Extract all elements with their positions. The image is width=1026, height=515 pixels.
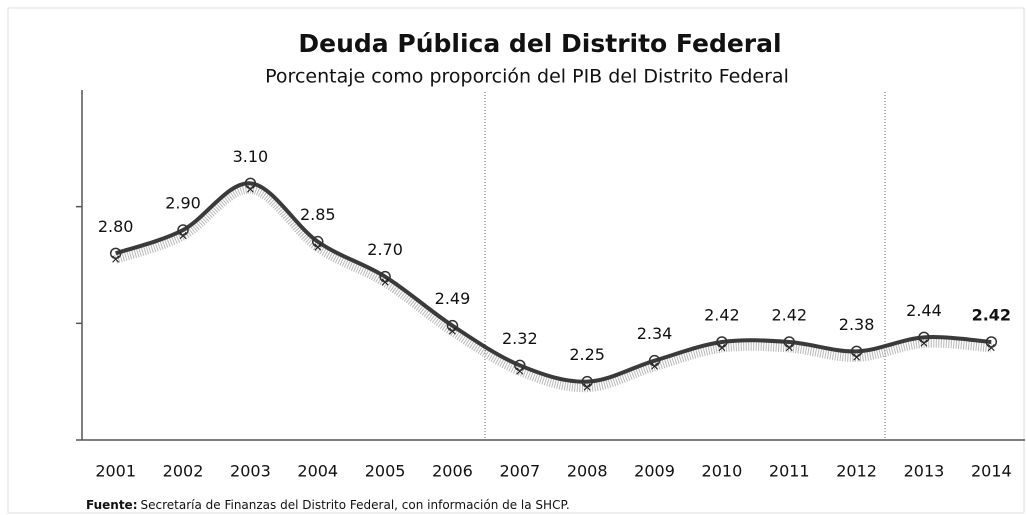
x-tick-label: 2014: [971, 462, 1012, 481]
point-marker: [312, 235, 324, 248]
point-marker: [446, 319, 459, 332]
x-tick-label: 2013: [904, 462, 945, 481]
point-marker: [581, 375, 593, 388]
data-label: 2.49: [435, 289, 471, 308]
data-label: 2.80: [98, 217, 134, 236]
point-marker: [918, 331, 930, 344]
x-tick-label: 2007: [499, 462, 540, 481]
chart-subtitle: Porcentaje como proporción del PIB del D…: [265, 66, 789, 88]
point-marker: [379, 270, 391, 283]
x-tick-label: 2012: [836, 462, 877, 481]
data-label: 2.42: [704, 306, 740, 325]
x-tick-label: 2008: [567, 462, 608, 481]
data-label: 2.32: [502, 329, 538, 348]
data-label: 3.10: [233, 147, 269, 166]
data-label: 2.42: [972, 306, 1011, 325]
x-tick-label: 2003: [230, 462, 271, 481]
point-marker: [850, 345, 863, 358]
x-tick-label: 2001: [95, 462, 136, 481]
x-tick-label: 2009: [634, 462, 675, 481]
data-label: 2.90: [165, 194, 201, 213]
chart-title: Deuda Pública del Distrito Federal: [298, 29, 781, 58]
point-marker: [514, 359, 526, 372]
frame: [7, 7, 1025, 514]
data-label: 2.44: [906, 301, 942, 320]
point-marker: [177, 224, 189, 236]
data-label: 2.34: [637, 324, 673, 343]
source-label: Fuente:: [86, 498, 138, 512]
x-tick-label: 2002: [163, 462, 204, 481]
point-marker: [783, 336, 795, 348]
source-note: Fuente: Secretaría de Finanzas del Distri…: [86, 498, 570, 512]
source-text: Secretaría de Finanzas del Distrito Fede…: [141, 498, 570, 512]
point-marker: [648, 354, 661, 367]
point-marker: [716, 336, 728, 348]
data-label: 2.85: [300, 205, 336, 224]
data-label: 2.42: [771, 306, 807, 325]
x-tick-label: 2006: [432, 462, 473, 481]
line: [115, 181, 992, 384]
data-label: 2.25: [569, 345, 605, 364]
data-label: 2.70: [367, 240, 403, 259]
point-marker: [109, 247, 122, 260]
x-tick-label: 2011: [769, 462, 810, 481]
data-label: 2.38: [839, 315, 875, 334]
x-tick-label: 2004: [297, 462, 338, 481]
x-tick-label: 2010: [702, 462, 743, 481]
point-marker: [985, 336, 998, 348]
x-tick-label: 2005: [365, 462, 406, 481]
point-marker: [244, 177, 257, 190]
